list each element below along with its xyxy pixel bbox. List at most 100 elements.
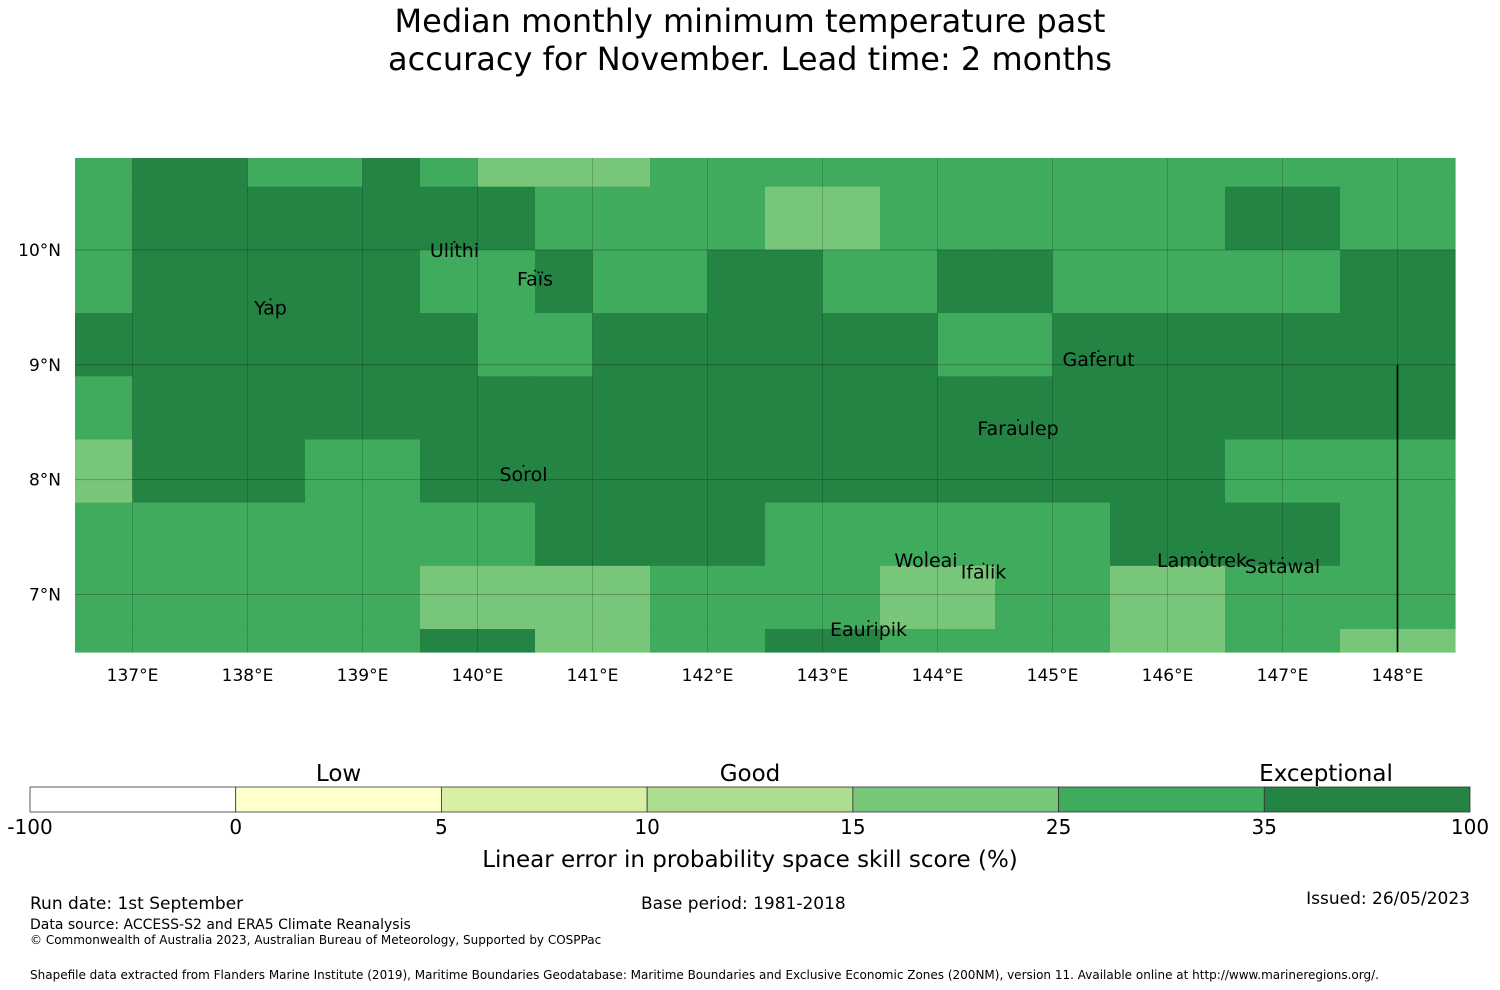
grid-cell — [1225, 249, 1284, 314]
grid-cell — [1397, 629, 1456, 653]
place-label: Faïs — [517, 269, 553, 291]
grid-cell — [707, 376, 766, 441]
grid-cell — [362, 629, 421, 653]
grid-cell — [880, 313, 939, 377]
map-place-labels: Ulithi Faïs Yap Gaferut Faraulep Sorol WoleaiI… — [253, 240, 1320, 641]
grid-cell — [995, 186, 1054, 251]
grid-cell — [822, 186, 881, 251]
grid-cell — [1282, 565, 1341, 630]
grid-cell — [477, 158, 536, 188]
grid-cell — [880, 249, 939, 314]
grid-cell — [190, 376, 249, 441]
grid-cell — [535, 376, 594, 441]
skill-category-label: Good — [720, 761, 781, 787]
grid-cell — [190, 565, 249, 630]
grid-cell — [1167, 439, 1226, 504]
grid-cell — [420, 376, 479, 441]
grid-cell — [650, 158, 709, 188]
grid-cell — [190, 313, 249, 377]
grid-cell — [132, 439, 191, 504]
grid-cell — [937, 249, 996, 314]
island-marker — [867, 620, 870, 623]
place-label: Satawal — [1245, 556, 1320, 578]
grid-cell — [937, 502, 996, 567]
y-tick-label: 8°N — [29, 471, 61, 491]
grid-cell — [1340, 439, 1399, 504]
grid-cell — [132, 249, 191, 314]
grid-cell — [1167, 158, 1226, 188]
grid-cell — [420, 249, 479, 314]
grid-cell — [362, 502, 421, 567]
grid-cell — [477, 249, 536, 314]
island-marker — [269, 298, 272, 301]
grid-cell — [765, 249, 824, 314]
grid-cell — [650, 629, 709, 653]
grid-cell — [132, 629, 191, 653]
grid-cell — [1282, 376, 1341, 441]
grid-cell — [535, 629, 594, 653]
grid-cell — [937, 313, 996, 377]
grid-cell — [247, 502, 306, 567]
grid-cell — [1397, 249, 1456, 314]
grid-cell — [592, 629, 651, 653]
grid-cell — [1225, 158, 1284, 188]
grid-cell — [1282, 186, 1341, 251]
grid-cell — [1340, 186, 1399, 251]
grid-cell — [1052, 313, 1111, 377]
grid-cell — [765, 186, 824, 251]
grid-cell — [1340, 376, 1399, 441]
grid-cell — [477, 565, 536, 630]
grid-cell — [880, 186, 939, 251]
x-tick-label: 147°E — [1257, 666, 1309, 686]
grid-cell — [420, 565, 479, 630]
grid-cell — [190, 439, 249, 504]
grid-cell — [1052, 376, 1111, 441]
grid-cell — [707, 249, 766, 314]
colorbar-segment — [1058, 786, 1265, 813]
x-tick-label: 137°E — [107, 666, 159, 686]
grid-cell — [937, 186, 996, 251]
grid-cell — [995, 158, 1054, 188]
grid-cell — [1052, 502, 1111, 567]
grid-cell — [765, 439, 824, 504]
grid-cell — [937, 439, 996, 504]
place-label: Ulithi — [430, 240, 479, 262]
grid-cell — [1282, 313, 1341, 377]
island-marker — [1201, 551, 1203, 554]
grid-cell — [420, 502, 479, 567]
grid-cell — [1052, 439, 1111, 504]
grid-cell — [477, 439, 536, 504]
grid-cell — [1167, 249, 1226, 314]
grid-cell — [822, 376, 881, 441]
colorbar-axis-label: Linear error in probability space skill … — [482, 847, 1018, 873]
place-label: Lamotrek — [1157, 550, 1247, 572]
x-tick-label: 141°E — [567, 666, 619, 686]
grid-cell — [937, 629, 996, 653]
grid-cell — [305, 249, 364, 314]
place-label: Sorol — [500, 464, 548, 486]
grid-cell — [1110, 565, 1169, 630]
y-tick-label: 9°N — [29, 356, 61, 376]
grid-cell — [1397, 158, 1456, 188]
skill-category-label: Low — [316, 761, 361, 787]
x-tick-label: 148°E — [1372, 666, 1424, 686]
grid-cell — [1167, 565, 1226, 630]
grid-cell — [247, 186, 306, 251]
grid-cell — [75, 376, 134, 441]
grid-cell — [995, 313, 1054, 377]
x-tick-label: 145°E — [1027, 666, 1079, 686]
grid-cell — [190, 249, 249, 314]
grid-cell — [75, 565, 134, 630]
grid-cell — [880, 439, 939, 504]
place-label: Gaferut — [1062, 349, 1134, 371]
grid-cell — [305, 502, 364, 567]
x-tick-label: 146°E — [1142, 666, 1194, 686]
grid-cell — [535, 502, 594, 567]
grid-cell — [132, 313, 191, 377]
colorbar-segment — [441, 786, 648, 813]
grid-cell — [1282, 502, 1341, 567]
grid-cell — [707, 629, 766, 653]
map-title: Median monthly minimum temperature past … — [0, 2, 1500, 78]
grid-cell — [420, 439, 479, 504]
